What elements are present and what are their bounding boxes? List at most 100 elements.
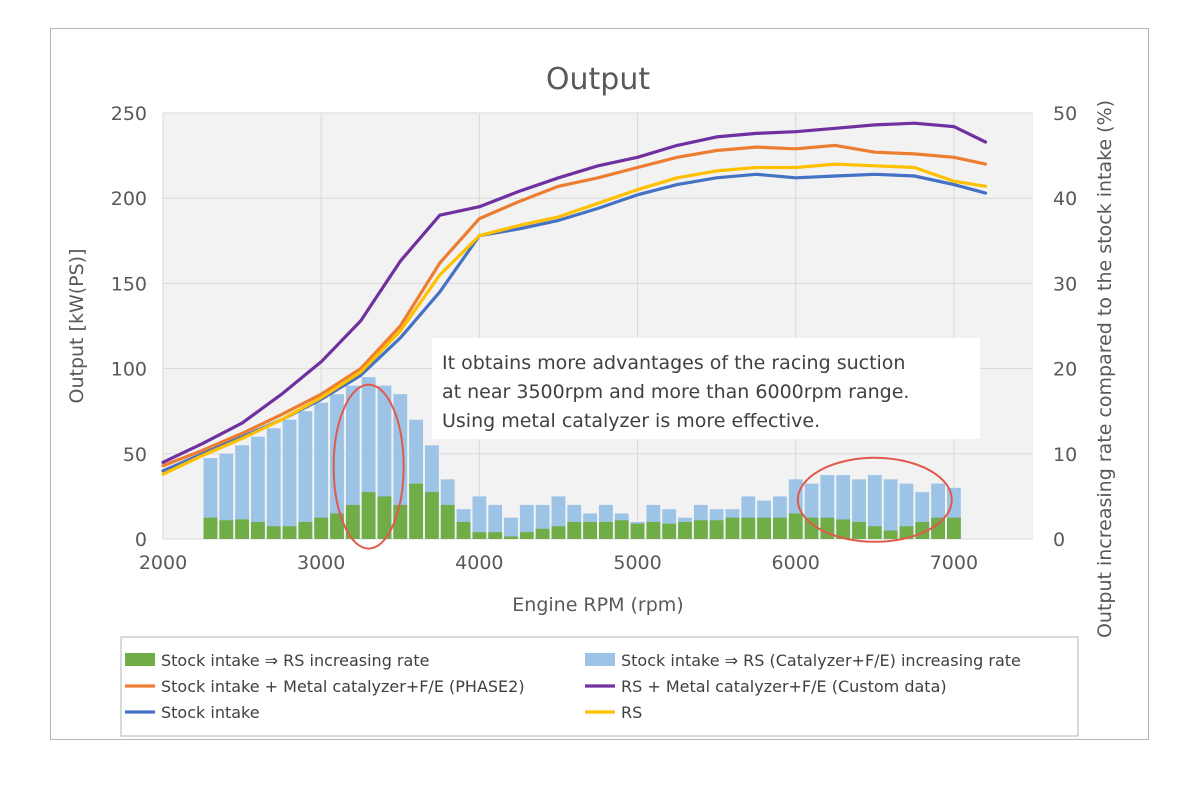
x-tick-labels: 2000 3000 4000 5000 6000 7000: [139, 552, 978, 574]
y2-tick-label: 40: [1053, 188, 1077, 210]
x-tick-label: 5000: [613, 552, 661, 574]
bar-rs-rate: [377, 496, 392, 539]
bar-rs-rate: [867, 526, 882, 539]
bar-rs-rate: [440, 504, 455, 539]
bar-rs-rate: [488, 532, 503, 539]
bar-rs-rate: [251, 521, 265, 539]
annotation-line-2: at near 3500rpm and more than 6000rpm ra…: [442, 381, 909, 403]
line-rs: [161, 162, 988, 476]
bar-rs-rate: [266, 526, 281, 539]
highlight-ellipses: [332, 383, 953, 550]
bar-rs-rate: [773, 517, 787, 539]
bar-catalyzer-rate: [393, 394, 408, 539]
bar-rs-rate: [614, 520, 629, 539]
bar-rs-rate: [931, 517, 945, 539]
y2-tick-labels: 0 10 20 30 40 50: [1053, 103, 1077, 551]
x-axis-label: Engine RPM (rpm): [512, 594, 683, 616]
highlight-6000rpm: [796, 456, 953, 543]
legend-swatch: [125, 653, 155, 666]
bar-rs-rate: [235, 519, 249, 539]
x-tick-label: 7000: [930, 552, 978, 574]
bar-catalyzer-rate: [282, 419, 297, 539]
bar-catalyzer-rate: [251, 436, 265, 539]
bar-rs-rate: [725, 517, 740, 539]
x-tick-label: 3000: [297, 552, 345, 574]
bar-rs-rate: [425, 492, 439, 539]
legend-label: RS: [621, 703, 642, 722]
y2-tick-label: 30: [1053, 273, 1077, 295]
line-series: [161, 121, 988, 476]
bar-catalyzer-rate: [345, 385, 360, 539]
bar-rs-rate: [599, 521, 613, 539]
bar-rs-rate: [852, 521, 866, 539]
y-tick-label: 100: [111, 359, 147, 381]
bar-rs-rate: [947, 517, 961, 539]
y2-axis-label: Output increasing rate compared to the s…: [1094, 100, 1116, 638]
bar-series-rs: [203, 483, 961, 539]
bar-rs-rate: [583, 521, 597, 539]
bar-rs-rate: [693, 520, 708, 539]
x-tick-label: 6000: [772, 552, 820, 574]
bar-rs-rate: [836, 519, 851, 539]
chart-svg: It obtains more advantages of the racing…: [66, 62, 1116, 737]
bar-rs-rate: [883, 530, 898, 539]
y2-tick-label: 20: [1053, 359, 1077, 381]
highlight-3500rpm: [332, 383, 405, 550]
bar-catalyzer-rate: [504, 517, 518, 539]
line-phase2: [161, 143, 988, 468]
bar-rs-rate: [345, 504, 360, 539]
bar-rs-rate: [551, 526, 566, 539]
legend-label: Stock intake ⇒ RS (Catalyzer+F/E) increa…: [621, 651, 1021, 670]
x-tick-label: 4000: [455, 552, 503, 574]
bar-catalyzer-rate: [488, 504, 503, 539]
bar-rs-rate: [282, 526, 297, 539]
bar-rs-rate: [709, 520, 724, 539]
bar-rs-rate: [535, 528, 550, 539]
bar-rs-rate: [662, 523, 677, 539]
bar-catalyzer-rate: [330, 394, 344, 539]
bar-catalyzer-rate: [266, 428, 281, 539]
y-axis-label: Output [kW(PS)]: [66, 249, 88, 404]
bar-rs-rate: [804, 517, 819, 539]
bar-catalyzer-rate: [472, 496, 487, 539]
bar-rs-rate: [314, 517, 329, 539]
bar-catalyzer-rate: [298, 411, 313, 539]
y2-tick-label: 0: [1053, 529, 1065, 551]
bar-rs-rate: [757, 517, 771, 539]
bar-rs-rate: [203, 517, 218, 539]
legend-label: Stock intake ⇒ RS increasing rate: [161, 651, 429, 670]
bar-rs-rate: [298, 521, 313, 539]
annotation-line-1: It obtains more advantages of the racing…: [442, 352, 905, 374]
chart-title: Output: [546, 62, 650, 97]
legend-label: Stock intake + Metal catalyzer+F/E (PHAS…: [161, 677, 525, 696]
legend: Stock intake ⇒ RS increasing rate Stock i…: [120, 636, 1079, 737]
bar-catalyzer-rate: [235, 445, 249, 539]
chart-frame: It obtains more advantages of the racing…: [50, 28, 1149, 740]
y2-tick-label: 50: [1053, 103, 1077, 125]
bar-rs-rate: [788, 513, 803, 539]
y-tick-label: 50: [123, 444, 147, 466]
y-tick-label: 200: [111, 188, 147, 210]
y-tick-labels: 0 50 100 150 200 250: [111, 103, 147, 551]
bar-catalyzer-rate: [519, 504, 534, 539]
annotation-background: [432, 338, 980, 439]
bar-rs-rate: [519, 532, 534, 539]
bar-rs-rate: [504, 536, 518, 539]
legend-label: RS + Metal catalyzer+F/E (Custom data): [621, 677, 947, 696]
bar-rs-rate: [361, 492, 376, 539]
bar-rs-rate: [899, 526, 914, 539]
bar-catalyzer-rate: [219, 453, 234, 539]
bar-rs-rate: [330, 513, 344, 539]
bar-catalyzer-rate: [883, 479, 898, 539]
bar-catalyzer-rate: [899, 483, 914, 539]
y-tick-label: 0: [135, 529, 147, 551]
bar-rs-rate: [456, 521, 471, 539]
bar-rs-rate: [219, 520, 234, 539]
bar-catalyzer-rate: [314, 402, 329, 539]
bar-rs-rate: [630, 523, 645, 539]
y-tick-label: 150: [111, 273, 147, 295]
bar-rs-rate: [472, 532, 487, 539]
bar-rs-rate: [678, 521, 692, 539]
legend-label: Stock intake: [161, 703, 260, 722]
legend-swatch: [585, 653, 615, 666]
